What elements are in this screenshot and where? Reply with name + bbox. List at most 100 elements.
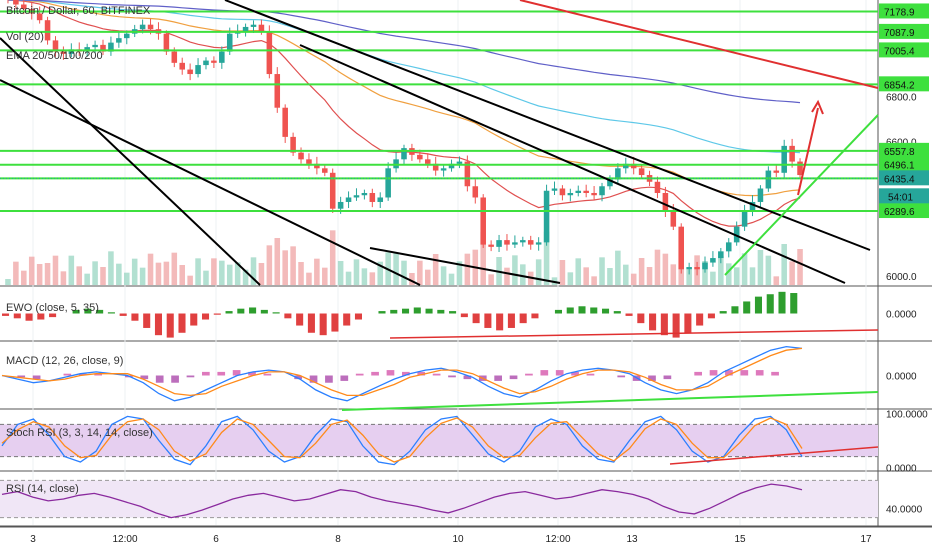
candle-body (520, 240, 526, 243)
ewo-bar (460, 313, 468, 318)
volume-bar (345, 271, 352, 285)
volume-bar (710, 271, 716, 285)
ewo-bar (637, 313, 645, 324)
indicator-panels[interactable] (0, 291, 879, 519)
candle-body (322, 168, 328, 173)
volume-bar (623, 264, 629, 285)
volume-bar (464, 253, 471, 285)
level-tag-label: 6557.8 (884, 147, 915, 158)
level-tag (879, 23, 929, 39)
ewo-bar (307, 313, 315, 333)
candle-body (100, 44, 106, 52)
macd-hist-bar (217, 371, 226, 376)
volume-bar (179, 265, 185, 285)
macd-hist-bar (402, 371, 410, 376)
volume-bar (615, 250, 621, 285)
volume-bar (76, 266, 83, 285)
macd-hist-bar (740, 370, 749, 376)
macd-hist-bar (694, 371, 702, 376)
macd-hist-bar (648, 375, 656, 381)
candle-body (543, 190, 550, 243)
ewo-bar (649, 313, 657, 331)
price-panel[interactable] (0, 0, 879, 286)
ewo-bar (684, 313, 692, 333)
volume-bar (100, 267, 106, 285)
volume-bar (630, 273, 637, 285)
volume-bar (314, 258, 320, 285)
candle-body (298, 152, 304, 160)
ewo-bar (119, 313, 127, 316)
macd-hist-bar (417, 371, 426, 376)
volume-bar (329, 230, 336, 285)
trend-line (724, 114, 879, 276)
candle-body (718, 251, 724, 259)
volume-bar (242, 269, 249, 285)
macd-hist-bar (586, 373, 595, 376)
ewo-bar (25, 313, 33, 321)
candle-body (630, 163, 637, 169)
candle-body (654, 181, 661, 193)
ewo-bar (166, 313, 174, 338)
ewo-bar (131, 313, 139, 321)
candle-body (496, 240, 502, 247)
candle-body (710, 258, 716, 263)
volume-bar (607, 268, 613, 285)
time-tick-label: 12:00 (112, 534, 137, 545)
candle-body (258, 24, 265, 32)
ewo-bar (84, 308, 92, 314)
candle-body (559, 188, 566, 196)
countdown-label: 54:01 (888, 192, 913, 203)
macd-hist-bar (525, 373, 533, 376)
macd-hist-bar (202, 371, 210, 376)
macd-hist-bar (248, 371, 256, 376)
candle-body (266, 31, 273, 75)
candle-body (488, 244, 494, 247)
volume-bar (60, 271, 67, 285)
macd-hist-bar (509, 375, 518, 380)
volume-bar (409, 273, 415, 285)
ewo-bar (378, 311, 386, 314)
ewo-bar (413, 307, 421, 314)
ewo-bar (213, 313, 221, 315)
volume-bar (591, 276, 597, 285)
time-tick-label: 8 (335, 534, 341, 545)
macd-hist-bar (617, 375, 626, 378)
candle-body (527, 240, 534, 245)
stoch-d-line (1, 417, 803, 463)
ewo-bar (778, 291, 786, 314)
ewo-bar (260, 309, 268, 314)
macd-hist-bar (494, 375, 502, 381)
volume-bar (599, 257, 605, 285)
ewo-bar (496, 313, 504, 331)
candle-body (68, 49, 75, 54)
candle-body (773, 170, 780, 173)
candle-body (211, 60, 217, 63)
candle-body (480, 197, 486, 245)
candle-body (551, 188, 558, 191)
ewo-bar (731, 306, 739, 314)
ewo-trend-line (389, 329, 879, 339)
level-tag-label: 7005.4 (884, 46, 915, 57)
volume-bar (116, 263, 122, 285)
volume-bar (124, 272, 130, 285)
volume-bar (789, 261, 795, 285)
candle-body (504, 240, 510, 245)
candle-body (242, 26, 249, 32)
candle-body (52, 40, 59, 52)
volume-bar (5, 279, 11, 285)
macd-hist-bar (186, 375, 195, 378)
volume-bar (219, 260, 225, 285)
volume-bar (369, 272, 376, 285)
candle-body (179, 62, 185, 70)
chart-title: Bitcoin / Dollar, 60, BITFINEX (6, 5, 151, 17)
candle-body (638, 168, 645, 176)
macd-hist-bar (309, 375, 318, 383)
volume-bar (543, 231, 550, 285)
candle-body (36, 13, 43, 21)
candle-body (401, 148, 407, 160)
ewo-bar (190, 313, 198, 326)
macd-hist-bar (94, 373, 102, 376)
ewo-bar (672, 313, 680, 338)
volume-bar (84, 273, 90, 285)
volume-bar (131, 258, 138, 285)
